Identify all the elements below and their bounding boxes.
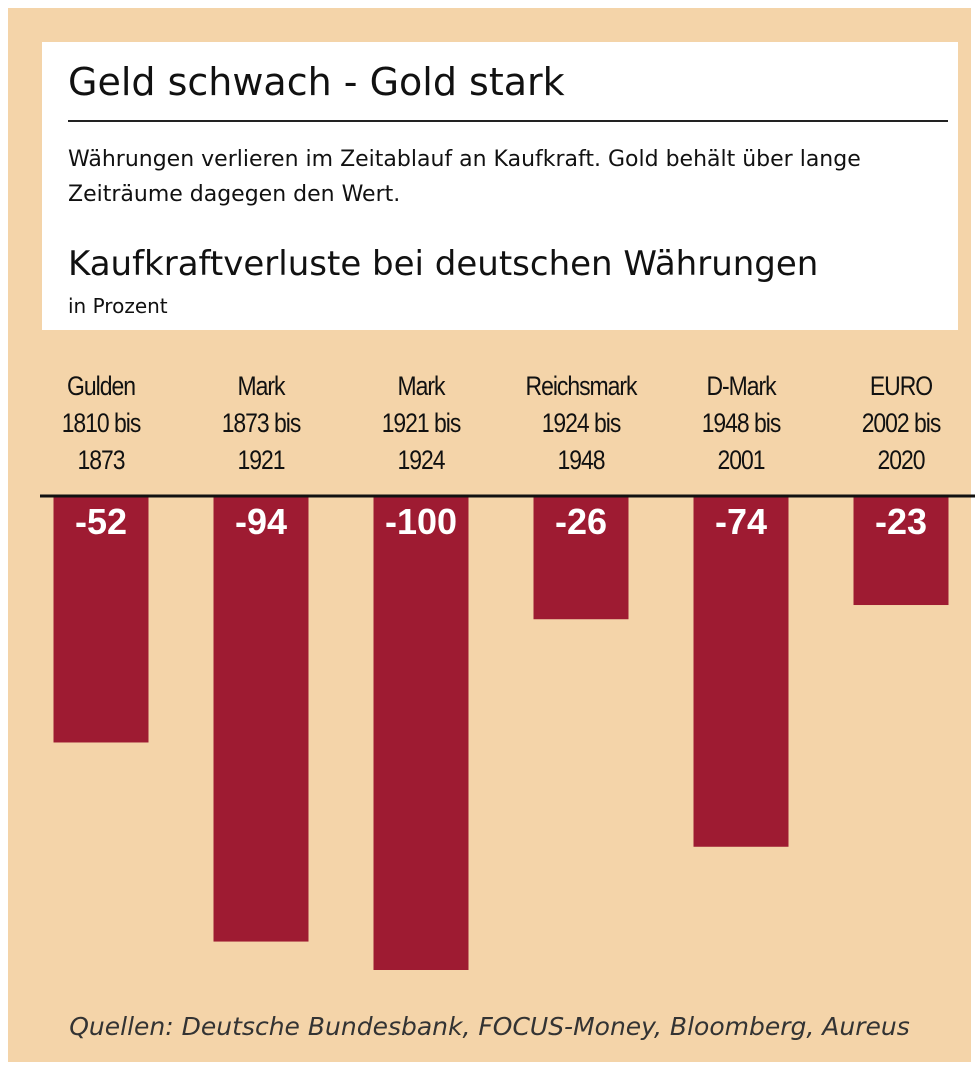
category-label: D-Mark 1948 bis 2001 [701,371,782,475]
category-label: Gulden 1810 bis 1873 [61,371,142,475]
title-rule [68,120,948,122]
bar [533,496,629,620]
category-label: EURO 2002 bis 2020 [861,371,942,475]
bar [373,496,469,970]
category-label: Reichsmark 1924 bis 1948 [525,371,638,475]
bar [693,496,789,847]
bar [853,496,949,606]
chart-title: Geld schwach - Gold stark [68,60,565,104]
value-label: -74 [715,501,767,542]
subtitle: Währungen verlieren im Zeitablauf an Kau… [68,147,861,207]
bar [53,496,149,743]
value-label: -23 [875,501,927,542]
source: Quellen: Deutsche Bundesbank, FOCUS-Mone… [69,1012,910,1041]
category-label: Mark 1921 bis 1924 [381,371,462,475]
value-label: -100 [385,501,457,542]
value-label: -94 [235,501,287,542]
value-label: -52 [75,501,127,542]
chart-subtitle: Kaufkraftverluste bei deutschen Währunge… [68,244,819,284]
bar [213,496,309,942]
y-axis-label: in Prozent [68,294,168,318]
header-box: Geld schwach - Gold stark Währungen verl… [42,42,958,330]
category-label: Mark 1873 bis 1921 [221,371,302,475]
value-label: -26 [555,501,607,542]
